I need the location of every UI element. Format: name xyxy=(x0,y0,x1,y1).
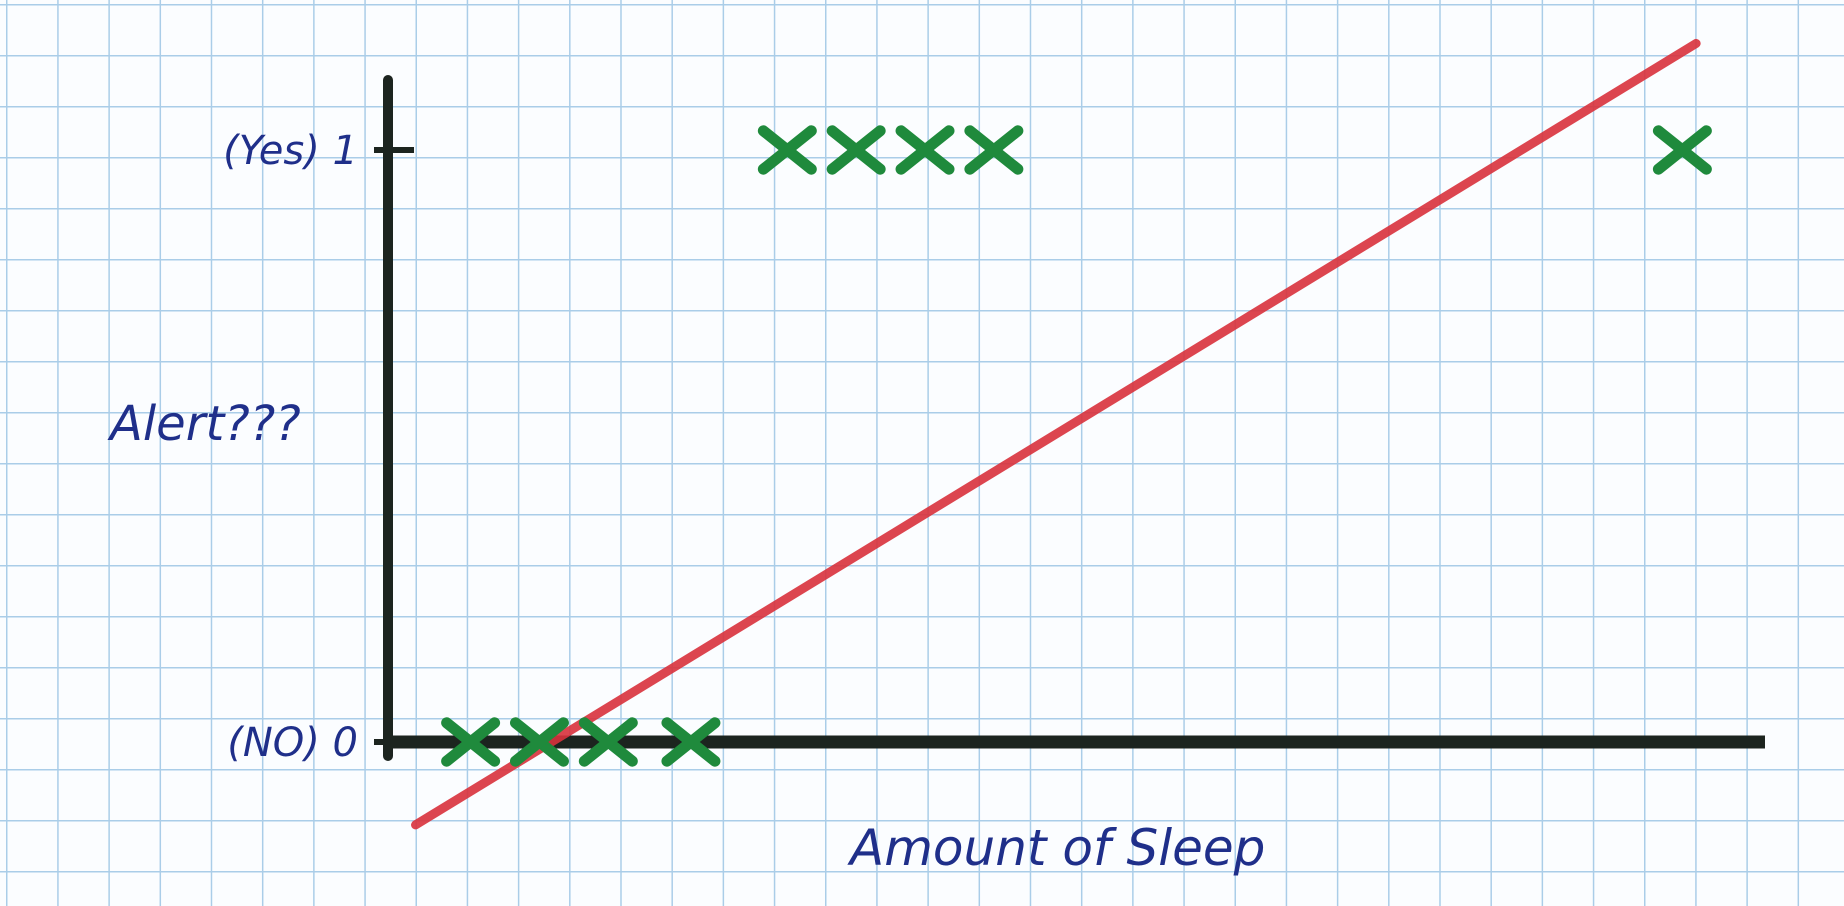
axes xyxy=(383,75,1765,761)
y-axis-label: Alert??? xyxy=(107,396,301,452)
data-point-stroke xyxy=(964,125,1024,175)
data-point-4 xyxy=(757,125,817,175)
data-point-3 xyxy=(661,717,721,767)
data-point-stroke xyxy=(826,125,886,175)
data-point-6 xyxy=(895,125,955,175)
data-point-stroke xyxy=(441,717,501,767)
y-tick-label-1: (NO) 0 xyxy=(227,720,358,766)
data-point-5 xyxy=(826,125,886,175)
y-tick-label-0: (Yes) 1 xyxy=(223,128,358,174)
data-point-0 xyxy=(441,717,501,767)
data-point-2 xyxy=(578,717,638,767)
data-point-stroke xyxy=(578,717,638,767)
data-point-stroke xyxy=(509,717,569,767)
y-ticks: (Yes) 1 (NO) 0 xyxy=(223,128,414,766)
data-point-1 xyxy=(509,717,569,767)
fit-line xyxy=(411,38,1701,830)
x-axis-label: Amount of Sleep xyxy=(847,819,1265,877)
data-point-stroke xyxy=(757,125,817,175)
data-point-stroke xyxy=(1652,125,1712,175)
data-point-stroke xyxy=(661,717,721,767)
data-point-7 xyxy=(964,125,1024,175)
data-point-stroke xyxy=(895,125,955,175)
data-point-8 xyxy=(1652,125,1712,175)
fit-line-group xyxy=(411,38,1701,830)
data-points xyxy=(441,125,1712,767)
